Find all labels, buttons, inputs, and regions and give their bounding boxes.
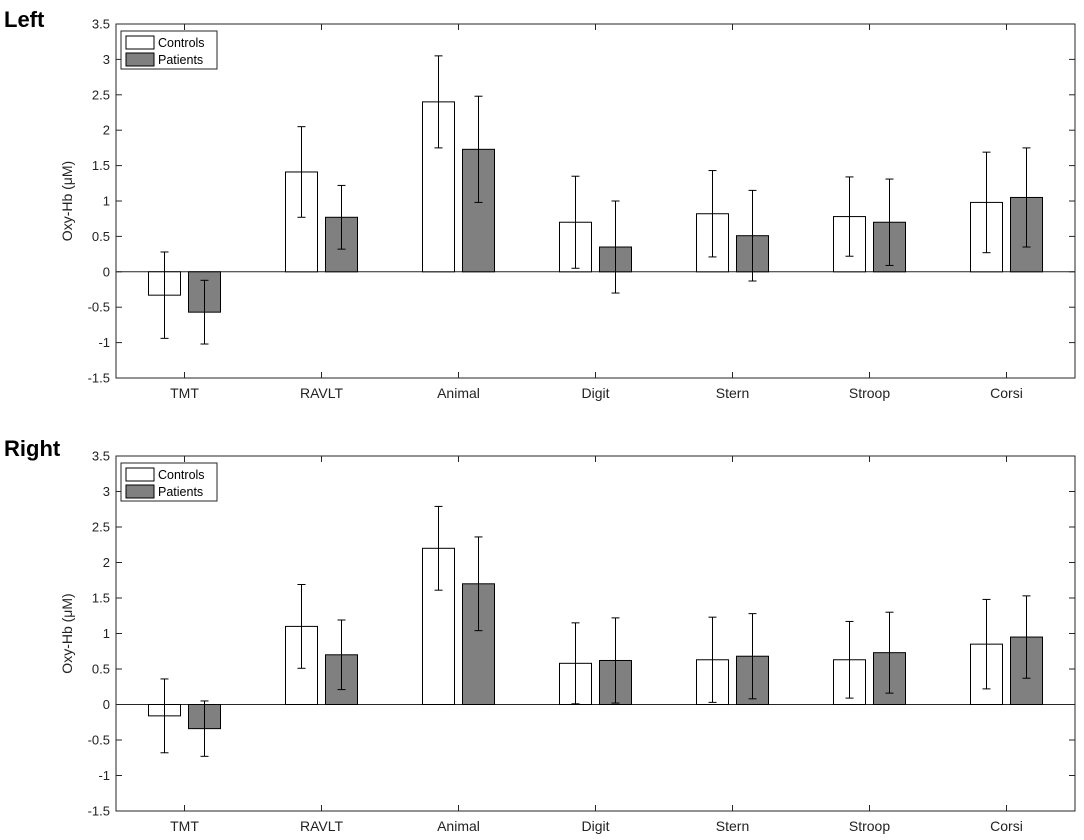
legend: Controls Patients (120, 462, 218, 502)
bar-controls (285, 171, 318, 273)
category-label: Corsi (990, 818, 1023, 834)
legend-label-patients: Patients (158, 485, 203, 499)
legend-label-controls: Controls (158, 468, 205, 482)
y-tick-label: 2.5 (92, 520, 110, 535)
category-label: Stroop (849, 385, 890, 401)
category-label: Digit (581, 818, 609, 834)
plot-frame (115, 455, 1076, 812)
y-tick-label: 1 (103, 626, 110, 641)
y-tick-label: 3.5 (92, 449, 110, 464)
y-tick-label: 0 (103, 264, 110, 279)
y-tick-label: -1.5 (88, 804, 110, 819)
y-tick-label: 1.5 (92, 591, 110, 606)
y-tick-label: -1 (98, 768, 110, 783)
y-tick-label: 2 (103, 123, 110, 138)
legend-swatch-controls (125, 467, 155, 482)
category-label: Animal (437, 818, 480, 834)
category-label: Animal (437, 385, 480, 401)
y-tick-label: -1 (98, 335, 110, 350)
y-tick-label: 2.5 (92, 87, 110, 102)
right-panel: Right -1.5 -1 -0.5 0 0.5 1 1.5 2 2.5 3 3.5 Oxy-Hb (μ… (4, 436, 1076, 834)
y-tick-label: 0.5 (92, 229, 110, 244)
category-label: RAVLT (300, 818, 343, 834)
category-label: Corsi (990, 385, 1023, 401)
category-label: TMT (170, 385, 199, 401)
legend-swatch-patients (125, 484, 155, 499)
y-tick-label: 0 (103, 697, 110, 712)
category-label: Stroop (849, 818, 890, 834)
legend-swatch-controls (125, 35, 155, 50)
legend-label-patients: Patients (158, 53, 203, 67)
y-tick-label: 3 (103, 52, 110, 67)
y-tick-label: 3 (103, 484, 110, 499)
y-tick-label: -1.5 (88, 371, 110, 386)
y-tick-label: 3.5 (92, 17, 110, 32)
panel-title: Right (4, 436, 61, 461)
y-tick-label: -0.5 (88, 733, 110, 748)
y-tick-label: 1 (103, 194, 110, 209)
y-tick-label: -0.5 (88, 300, 110, 315)
y-axis-label: Oxy-Hb (μM) (59, 161, 75, 241)
category-label: Digit (581, 385, 609, 401)
y-tick-label: 1.5 (92, 158, 110, 173)
legend: Controls Patients (120, 30, 218, 70)
legend-label-controls: Controls (158, 36, 205, 50)
y-tick-label: 0.5 (92, 662, 110, 677)
legend-swatch-patients (125, 52, 155, 67)
y-axis-label: Oxy-Hb (μM) (59, 593, 75, 673)
category-label: RAVLT (300, 385, 343, 401)
panel-title: Left (4, 7, 45, 32)
category-label: Stern (716, 385, 749, 401)
category-label: TMT (170, 818, 199, 834)
category-label: Stern (716, 818, 749, 834)
left-panel: Left -1.5 -1 -0.5 0 0.5 1 1.5 2 2.5 3 3.5 Oxy-Hb (μM… (4, 7, 1076, 401)
plot-frame (115, 23, 1076, 379)
y-tick-label: 2 (103, 555, 110, 570)
